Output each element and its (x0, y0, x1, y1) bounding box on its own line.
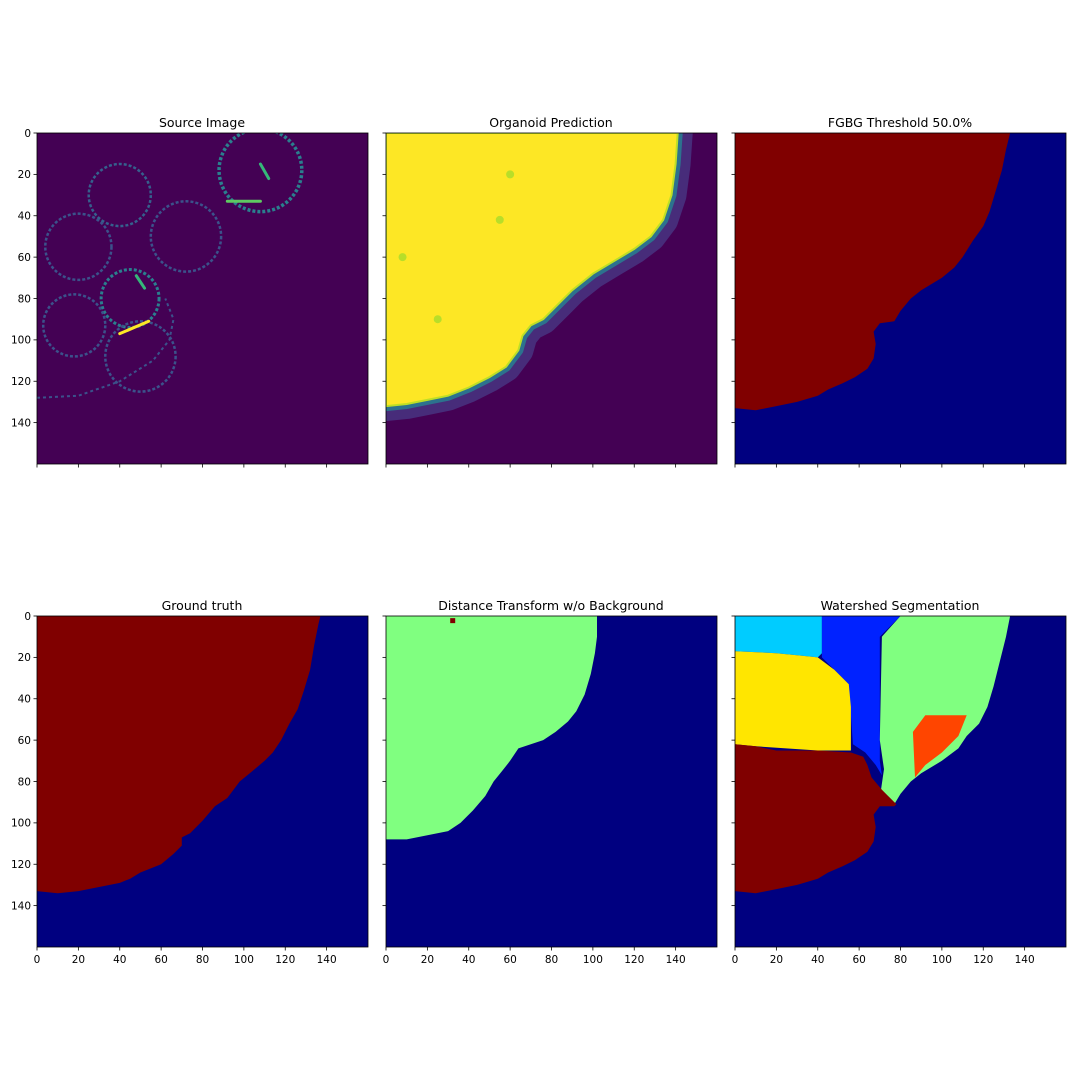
y-tick-label: 20 (18, 169, 31, 181)
segment (735, 744, 897, 894)
bright-spot (258, 162, 271, 181)
y-tick-label: 40 (18, 694, 31, 706)
panel-6: 0 20 40 60 80 100 120 140 (731, 615, 1067, 966)
segment (821, 616, 901, 776)
heatmap-image (735, 133, 1066, 464)
panel-4: 0 20 40 60 80 100 120 140 0 20 40 60 80 100 120 140 (11, 611, 369, 966)
y-tick-label: 0 (24, 611, 31, 623)
cell-boundary (41, 293, 107, 358)
heatmap-background (37, 133, 368, 464)
cell-boundary (104, 320, 177, 393)
panel-title-ground-truth: Ground truth (162, 598, 243, 613)
y-tick-label: 0 (24, 128, 31, 140)
y-tick-label: 20 (18, 652, 31, 664)
prediction-dim-spot (433, 315, 442, 324)
x-tick-label: 100 (583, 954, 603, 966)
x-tick-label: 60 (154, 954, 167, 966)
x-tick-label: 140 (666, 954, 686, 966)
x-tick-label: 80 (545, 954, 558, 966)
y-tick-label: 140 (11, 900, 31, 912)
x-tick-label: 100 (932, 954, 952, 966)
prediction-dim-spot (398, 253, 407, 262)
x-tick-label: 40 (462, 954, 475, 966)
cell-boundary (149, 200, 223, 273)
y-tick-label: 120 (11, 859, 31, 871)
y-tick-label: 80 (18, 293, 31, 305)
prediction-dim-spot (506, 170, 515, 179)
x-tick-label: 120 (973, 954, 993, 966)
panel-3 (731, 132, 1067, 468)
x-tick-label: 40 (811, 954, 824, 966)
cell-boundary (87, 162, 153, 228)
x-tick-label: 0 (383, 954, 390, 966)
x-tick-label: 120 (624, 954, 644, 966)
x-tick-label: 20 (421, 954, 434, 966)
x-tick-label: 40 (113, 954, 126, 966)
segment (735, 616, 822, 658)
panel-1: 0 20 40 60 80 100 120 140 (11, 128, 369, 468)
x-tick-label: 140 (317, 954, 337, 966)
prediction-dim-spot (495, 215, 504, 224)
x-tick-label: 80 (894, 954, 907, 966)
y-tick-label: 100 (11, 818, 31, 830)
segment (735, 651, 851, 751)
panel-title-threshold: FGBG Threshold 50.0% (828, 115, 972, 130)
panel-title-watershed: Watershed Segmentation (821, 598, 980, 613)
bright-spot (118, 319, 151, 336)
foreground-region (386, 616, 597, 840)
heatmap-image (37, 616, 368, 947)
x-tick-label: 60 (503, 954, 516, 966)
segment (879, 616, 1011, 805)
y-tick-label: 60 (18, 735, 31, 747)
x-tick-label: 20 (72, 954, 85, 966)
x-tick-label: 80 (196, 954, 209, 966)
y-tick-label: 60 (18, 252, 31, 264)
panel-title-distance: Distance Transform w/o Background (438, 598, 663, 613)
heatmap-image (386, 616, 717, 947)
x-tick-label: 60 (852, 954, 865, 966)
foreground-region (735, 133, 1011, 411)
y-tick-label: 80 (18, 776, 31, 788)
panel-title-prediction: Organoid Prediction (489, 115, 612, 130)
cell-boundary (217, 133, 304, 214)
y-tick-label: 40 (18, 211, 31, 223)
y-tick-label: 120 (11, 376, 31, 388)
panel-title-source: Source Image (159, 115, 245, 130)
y-tick-label: 100 (11, 335, 31, 347)
cell-boundary (44, 212, 113, 282)
prediction-foreground (386, 133, 679, 408)
seed-pixel (450, 618, 456, 624)
x-tick-label: 0 (34, 954, 41, 966)
x-tick-label: 140 (1015, 954, 1035, 966)
heatmap-image (735, 616, 1066, 947)
panel-2 (382, 132, 718, 468)
segment (912, 715, 967, 778)
x-tick-label: 120 (275, 954, 295, 966)
heatmap-image (37, 133, 368, 464)
x-tick-label: 20 (770, 954, 783, 966)
heatmap-image (386, 133, 717, 464)
panel-5: 0 20 40 60 80 100 120 140 (382, 615, 718, 966)
bright-spot (134, 274, 147, 290)
cell-boundary (99, 268, 161, 329)
x-tick-label: 0 (732, 954, 739, 966)
foreground-region (37, 616, 321, 894)
y-tick-label: 140 (11, 417, 31, 429)
x-tick-label: 100 (234, 954, 254, 966)
